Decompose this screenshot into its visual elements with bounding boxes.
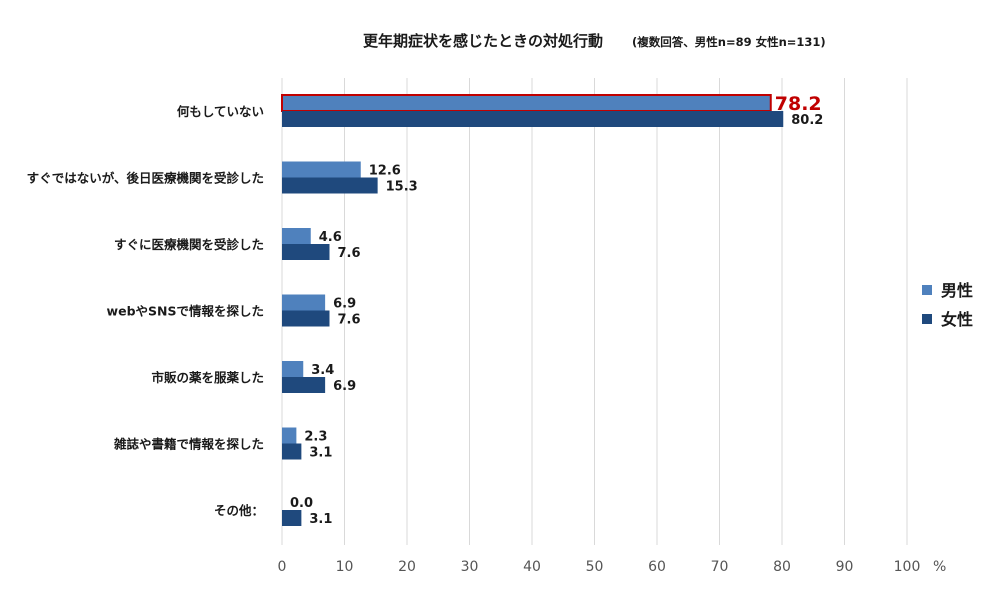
x-axis: 0 10 20 30 40 50 60 70 80 90 100% <box>278 559 947 575</box>
data-label: 2.3 <box>304 430 327 445</box>
category-label: その他： <box>214 503 264 518</box>
data-label: 78.2 <box>775 93 822 115</box>
x-tick-label: 90 <box>836 559 854 575</box>
category-label: webやSNSで情報を探した <box>107 304 264 319</box>
labels: 何もしていない 78.280.2 すぐではないが、後日医療機関を受診した 12.615… <box>27 93 824 527</box>
data-label: 7.6 <box>338 246 361 261</box>
gridlines <box>281 78 908 545</box>
category-label: すぐに医療機関を受診した <box>114 237 264 252</box>
data-label: 3.1 <box>309 512 332 527</box>
x-tick-label: 40 <box>523 559 541 575</box>
category-label: 市販の薬を服薬した <box>151 370 264 385</box>
data-label: 7.6 <box>338 313 361 328</box>
data-label: 4.6 <box>319 230 342 245</box>
chart-title: 更年期症状を感じたときの対処行動 <box>363 32 603 50</box>
bar <box>282 443 302 460</box>
bar <box>282 510 302 526</box>
x-tick-label: 30 <box>461 559 479 575</box>
data-label: 6.9 <box>333 297 356 312</box>
bar <box>282 111 784 127</box>
chart-subtitle: (複数回答、男性n=89 女性n=131) <box>632 35 826 49</box>
x-tick-label: 100 <box>894 559 921 575</box>
bar <box>282 244 330 260</box>
bar <box>282 177 378 194</box>
x-tick-label: 0 <box>278 559 287 575</box>
bar <box>282 294 326 311</box>
bar <box>282 310 330 327</box>
bar <box>282 361 304 377</box>
bar <box>282 228 311 244</box>
data-label: 80.2 <box>791 113 823 128</box>
x-tick-label: 70 <box>711 559 729 575</box>
data-label: 6.9 <box>333 379 356 394</box>
data-label: 3.1 <box>309 446 332 461</box>
data-label: 0.0 <box>290 496 313 511</box>
x-unit-label: % <box>933 559 946 575</box>
bar <box>282 377 326 393</box>
x-tick-label: 80 <box>773 559 791 575</box>
legend-swatch <box>922 314 932 324</box>
bar <box>282 427 297 444</box>
category-label: 何もしていない <box>177 104 264 119</box>
data-label: 15.3 <box>386 180 418 195</box>
legend-entry: 女性 <box>941 310 973 329</box>
legend-entry: 男性 <box>941 281 973 300</box>
legend-swatch <box>922 285 932 295</box>
x-tick-label: 10 <box>336 559 354 575</box>
data-label: 3.4 <box>311 363 334 378</box>
x-tick-label: 60 <box>648 559 666 575</box>
bar <box>282 161 361 178</box>
category-label: 雑誌や書籍で情報を探した <box>113 437 264 452</box>
bar <box>281 94 772 112</box>
bars <box>281 94 784 526</box>
category-label: すぐではないが、後日医療機関を受診した <box>27 171 264 186</box>
x-tick-label: 20 <box>398 559 416 575</box>
data-label: 12.6 <box>369 164 401 179</box>
x-tick-label: 50 <box>586 559 604 575</box>
